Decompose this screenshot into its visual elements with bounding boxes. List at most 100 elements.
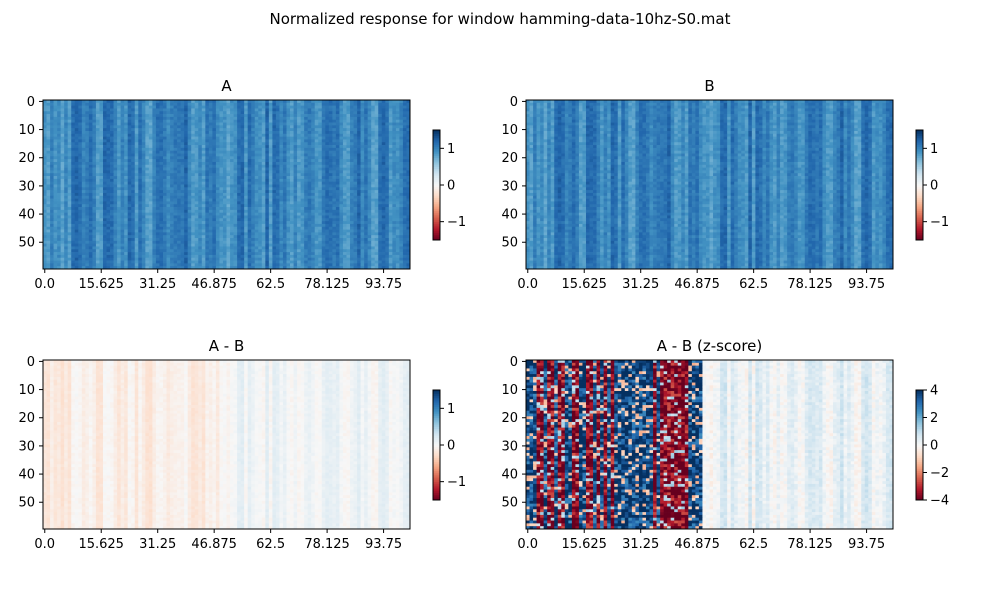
heatmap-cell xyxy=(64,142,68,145)
heatmap-cell xyxy=(234,193,238,196)
heatmap-cell xyxy=(276,123,280,126)
heatmap-cell xyxy=(167,108,171,111)
heatmap-cell xyxy=(318,196,322,199)
heatmap-cell xyxy=(43,215,47,218)
heatmap-cell xyxy=(152,139,156,142)
heatmap-cell xyxy=(191,187,195,190)
heatmap-cell xyxy=(325,134,329,137)
heatmap-cell xyxy=(339,190,343,193)
heatmap-cell xyxy=(89,142,93,145)
heatmap-cell xyxy=(258,199,262,202)
heatmap-cell xyxy=(188,137,192,140)
heatmap-cell xyxy=(142,108,146,111)
heatmap-cell xyxy=(209,106,213,109)
heatmap-cell xyxy=(227,154,231,157)
heatmap-cell xyxy=(258,162,262,165)
heatmap-cell xyxy=(255,224,259,227)
heatmap-cell xyxy=(396,117,400,120)
heatmap-cell xyxy=(279,187,283,190)
heatmap-cell xyxy=(325,215,329,218)
heatmap-cell xyxy=(47,114,51,117)
heatmap-cell xyxy=(396,207,400,210)
heatmap-cell xyxy=(156,221,160,224)
heatmap-cell xyxy=(248,176,252,179)
heatmap-cell xyxy=(244,204,248,207)
heatmap-cell xyxy=(276,221,280,224)
heatmap-cell xyxy=(149,210,153,213)
heatmap-cell xyxy=(107,108,111,111)
heatmap-cell xyxy=(234,148,238,151)
heatmap-cell xyxy=(354,193,358,196)
heatmap-cell xyxy=(202,165,206,168)
heatmap-cell xyxy=(96,193,100,196)
heatmap-cell xyxy=(244,165,248,168)
heatmap-cell xyxy=(205,168,209,171)
heatmap-cell xyxy=(47,204,51,207)
heatmap-cell xyxy=(163,187,167,190)
heatmap-cell xyxy=(121,193,125,196)
heatmap-cell xyxy=(191,213,195,216)
heatmap-cell xyxy=(85,117,89,120)
heatmap-cell xyxy=(315,159,319,162)
heatmap-cell xyxy=(131,111,135,114)
heatmap-cell xyxy=(149,227,153,230)
heatmap-cell xyxy=(131,168,135,171)
heatmap-cell xyxy=(145,128,149,131)
heatmap-cell xyxy=(343,185,347,188)
heatmap-cell xyxy=(389,145,393,148)
heatmap-cell xyxy=(301,117,305,120)
heatmap-cell xyxy=(128,103,132,106)
heatmap-cell xyxy=(99,182,103,185)
heatmap-cell xyxy=(364,227,368,230)
heatmap-cell xyxy=(54,168,58,171)
heatmap-cell xyxy=(304,111,308,114)
heatmap-cell xyxy=(318,154,322,157)
heatmap-cell xyxy=(71,123,75,126)
heatmap-cell xyxy=(191,131,195,134)
heatmap-cell xyxy=(399,117,403,120)
heatmap-cell xyxy=(209,227,213,230)
heatmap-cell xyxy=(107,176,111,179)
heatmap-cell xyxy=(244,230,248,233)
heatmap-cell xyxy=(346,162,350,165)
heatmap-cell xyxy=(163,199,167,202)
heatmap-cell xyxy=(290,123,294,126)
heatmap-cell xyxy=(336,142,340,145)
heatmap-cell xyxy=(89,103,93,106)
heatmap-cell xyxy=(283,213,287,216)
heatmap-cell xyxy=(103,145,107,148)
heatmap-cell xyxy=(142,204,146,207)
heatmap-cell xyxy=(251,207,255,210)
heatmap-cell xyxy=(82,123,86,126)
heatmap-cell xyxy=(223,221,227,224)
heatmap-cell xyxy=(75,156,79,159)
heatmap-cell xyxy=(308,139,312,142)
heatmap-cell xyxy=(188,179,192,182)
heatmap-cell xyxy=(279,162,283,165)
heatmap-cell xyxy=(389,108,393,111)
heatmap-cell xyxy=(61,125,65,128)
heatmap-cell xyxy=(269,179,273,182)
heatmap-cell xyxy=(128,125,132,128)
heatmap-cell xyxy=(209,221,213,224)
heatmap-cell xyxy=(89,134,93,137)
heatmap-cell xyxy=(371,221,375,224)
heatmap-cell xyxy=(131,176,135,179)
heatmap-cell xyxy=(248,111,252,114)
heatmap-cell xyxy=(297,168,301,171)
heatmap-cell xyxy=(385,151,389,154)
heatmap-cell xyxy=(301,165,305,168)
heatmap-cell xyxy=(92,151,96,154)
heatmap-cell xyxy=(107,114,111,117)
heatmap-cell xyxy=(346,165,350,168)
heatmap-cell xyxy=(248,179,252,182)
heatmap-cell xyxy=(61,196,65,199)
heatmap-cell xyxy=(219,224,223,227)
heatmap-cell xyxy=(248,213,252,216)
heatmap-cell xyxy=(364,179,368,182)
heatmap-cell xyxy=(163,196,167,199)
heatmap-cell xyxy=(392,227,396,230)
heatmap-cell xyxy=(350,162,354,165)
heatmap-cell xyxy=(248,224,252,227)
heatmap-cell xyxy=(244,221,248,224)
